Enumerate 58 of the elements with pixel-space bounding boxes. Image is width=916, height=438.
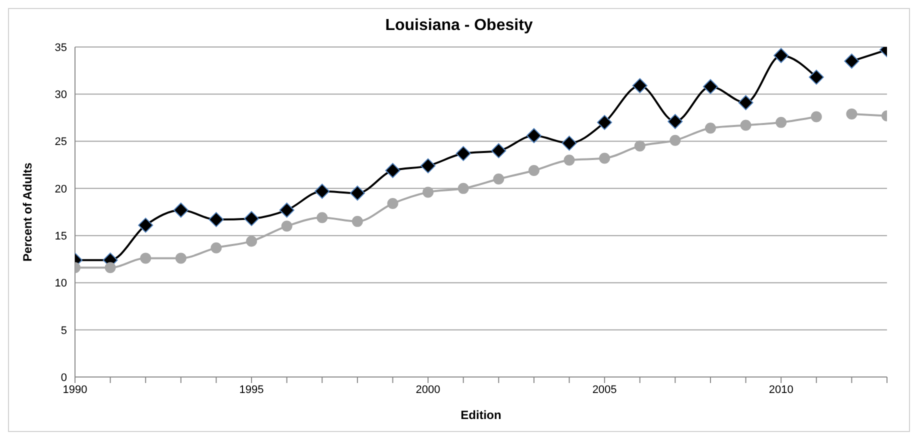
chart-title: Louisiana - Obesity (384, 16, 534, 36)
y-tick-label: 5 (60, 324, 67, 337)
point (528, 165, 540, 176)
point (316, 212, 328, 224)
point (173, 202, 188, 218)
point (493, 174, 504, 184)
point (526, 128, 542, 144)
point (208, 212, 224, 228)
y-tick-label: 10 (54, 278, 67, 290)
point (246, 236, 258, 247)
y-tick-label: 20 (54, 183, 67, 196)
x-axis-title: Edition (460, 408, 502, 422)
point (774, 48, 789, 63)
x-tick-label: 2010 (768, 384, 794, 396)
x-tick-label: 1995 (239, 384, 264, 396)
point (632, 78, 648, 94)
x-tick-label: 1990 (62, 384, 88, 396)
point (314, 184, 330, 199)
point (140, 252, 152, 264)
point (175, 252, 186, 264)
point (422, 186, 434, 198)
point (562, 136, 577, 151)
point (458, 182, 469, 194)
y-axis-title: Percent of Adults (20, 162, 34, 262)
x-tick-label: 2000 (416, 384, 440, 396)
point (385, 163, 400, 178)
point (634, 140, 646, 152)
y-tick-label: 30 (54, 89, 67, 102)
point (670, 134, 681, 146)
point (387, 198, 398, 210)
point (350, 186, 365, 201)
point (244, 211, 260, 226)
point (420, 158, 436, 174)
x-tick-label: 2005 (592, 384, 617, 396)
point (808, 70, 824, 85)
point (279, 202, 294, 218)
point (281, 220, 292, 232)
point (597, 114, 612, 130)
point (740, 120, 752, 131)
y-tick-label: 0 (60, 372, 67, 384)
point (668, 114, 683, 129)
point (210, 242, 222, 254)
point (738, 95, 754, 110)
point (702, 79, 718, 94)
point (138, 218, 154, 233)
y-tick-label: 25 (54, 136, 67, 148)
point (352, 216, 363, 227)
point (599, 152, 610, 164)
point (810, 111, 822, 122)
point (104, 262, 116, 274)
point (456, 146, 471, 162)
y-tick-label: 35 (54, 42, 67, 54)
point (844, 54, 860, 69)
point (491, 143, 506, 158)
point (776, 116, 787, 128)
point (704, 122, 716, 134)
point (564, 154, 575, 166)
y-tick-label: 15 (54, 230, 67, 242)
